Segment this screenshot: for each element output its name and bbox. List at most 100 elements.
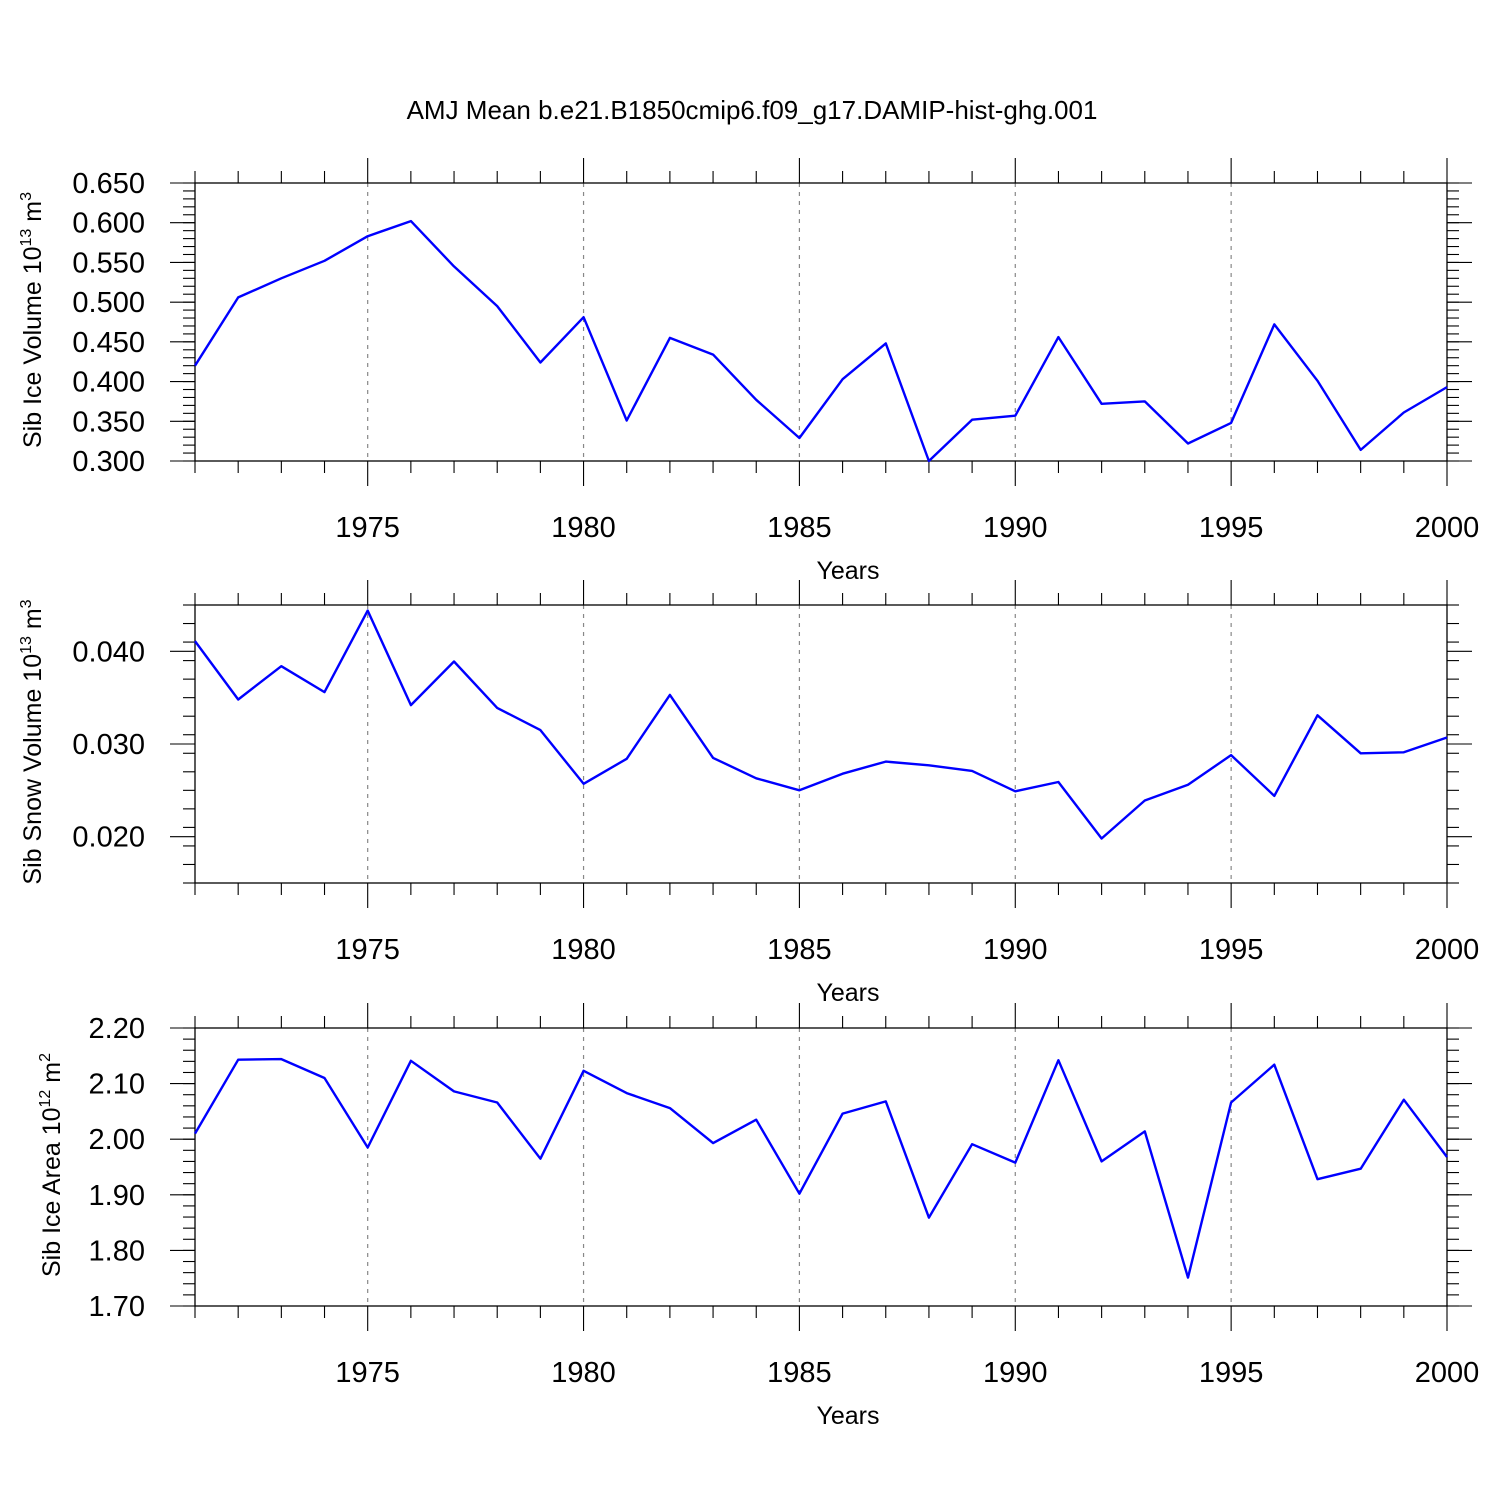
data-point-1997 xyxy=(1316,714,1318,716)
data-point-1975 xyxy=(366,235,368,237)
data-point-1973 xyxy=(280,1058,282,1060)
y-tick-label-0.550: 0.550 xyxy=(72,247,145,279)
data-point-1993 xyxy=(1144,400,1146,402)
y-tick-label-0.500: 0.500 xyxy=(72,287,145,319)
x-tick-label-1995: 1995 xyxy=(1199,934,1264,966)
data-point-1978 xyxy=(496,1101,498,1103)
panel-2: 1975 1980 1985 1990 1995 2000 0.020 0.030 0.040 Y… xyxy=(18,580,1479,1007)
data-point-1986 xyxy=(841,1112,843,1114)
data-point-1975 xyxy=(366,609,368,611)
data-point-1972 xyxy=(237,698,239,700)
data-point-1977 xyxy=(453,660,455,662)
data-point-1984 xyxy=(755,399,757,401)
x-tick-label-1980: 1980 xyxy=(551,512,616,544)
y-axis-label: Sib Ice Area 1012 m2 xyxy=(37,1053,66,1277)
y-tick-label-0.600: 0.600 xyxy=(72,208,145,240)
data-point-1977 xyxy=(453,1090,455,1092)
data-point-1991 xyxy=(1057,1059,1059,1061)
panel-3: 1975 1980 1985 1990 1995 2000 1.70 1.80 1.90 2.00… xyxy=(37,1003,1479,1430)
data-point-1999 xyxy=(1403,411,1405,413)
data-point-1998 xyxy=(1359,1167,1361,1169)
data-point-1991 xyxy=(1057,781,1059,783)
data-point-1973 xyxy=(280,277,282,279)
data-point-2000 xyxy=(1446,386,1448,388)
x-tick-label-2000: 2000 xyxy=(1415,934,1480,966)
data-point-1990 xyxy=(1014,1161,1016,1163)
data-point-1985 xyxy=(798,789,800,791)
data-point-1979 xyxy=(539,361,541,363)
x-tick-label-1980: 1980 xyxy=(551,1357,616,1389)
data-point-1995 xyxy=(1230,1101,1232,1103)
data-point-1985 xyxy=(798,1192,800,1194)
y-tick-label-2.00: 2.00 xyxy=(89,1124,145,1156)
data-point-1985 xyxy=(798,437,800,439)
x-axis-label: Years xyxy=(816,1402,879,1430)
panels: 1975 1980 1985 1990 1995 2000 0.300 0.350 0.400 0… xyxy=(18,158,1479,1430)
y-tick-label-0.400: 0.400 xyxy=(72,367,145,399)
data-point-1999 xyxy=(1403,751,1405,753)
x-tick-label-1985: 1985 xyxy=(767,934,832,966)
data-point-1984 xyxy=(755,777,757,779)
data-point-1996 xyxy=(1273,1063,1275,1065)
data-point-1989 xyxy=(971,1143,973,1145)
x-tick-label-1980: 1980 xyxy=(551,934,616,966)
y-tick-label-0.020: 0.020 xyxy=(72,822,145,854)
x-tick-label-2000: 2000 xyxy=(1415,512,1480,544)
y-tick-label-1.80: 1.80 xyxy=(89,1235,145,1267)
y-tick-label-0.040: 0.040 xyxy=(72,636,145,668)
data-point-1986 xyxy=(841,378,843,380)
data-point-1987 xyxy=(885,342,887,344)
data-point-1972 xyxy=(237,1058,239,1060)
data-point-1992 xyxy=(1100,403,1102,405)
data-point-1983 xyxy=(712,1142,714,1144)
data-point-1972 xyxy=(237,296,239,298)
x-tick-label-2000: 2000 xyxy=(1415,1357,1480,1389)
data-point-1997 xyxy=(1316,1178,1318,1180)
y-tick-label-2.20: 2.20 xyxy=(89,1013,145,1045)
x-tick-label-1985: 1985 xyxy=(767,512,832,544)
data-point-1998 xyxy=(1359,752,1361,754)
series-line-2 xyxy=(194,609,1448,840)
data-point-1971 xyxy=(194,640,196,642)
data-point-1982 xyxy=(669,337,671,339)
data-point-1999 xyxy=(1403,1099,1405,1101)
data-point-1978 xyxy=(496,707,498,709)
data-point-1975 xyxy=(366,1146,368,1148)
data-point-1989 xyxy=(971,418,973,420)
data-point-1974 xyxy=(323,691,325,693)
data-point-1994 xyxy=(1187,1276,1189,1278)
x-axis-label: Years xyxy=(816,979,879,1007)
data-point-1976 xyxy=(410,1060,412,1062)
data-point-1987 xyxy=(885,1100,887,1102)
plot-frame xyxy=(194,1027,1448,1307)
data-point-1990 xyxy=(1014,415,1016,417)
x-tick-label-1990: 1990 xyxy=(983,512,1048,544)
y-axis-label: Sib Ice Volume 1013 m3 xyxy=(18,192,47,448)
data-point-1995 xyxy=(1230,422,1232,424)
data-point-1990 xyxy=(1014,790,1016,792)
y-tick-label-0.300: 0.300 xyxy=(72,446,145,478)
data-point-1992 xyxy=(1100,837,1102,839)
data-point-1992 xyxy=(1100,1160,1102,1162)
data-point-1982 xyxy=(669,1107,671,1109)
data-point-1979 xyxy=(539,1157,541,1159)
data-point-1976 xyxy=(410,704,412,706)
x-tick-label-1975: 1975 xyxy=(335,512,400,544)
data-point-1988 xyxy=(928,460,930,462)
x-axis-label: Years xyxy=(816,557,879,585)
x-tick-label-1975: 1975 xyxy=(335,934,400,966)
data-point-1971 xyxy=(194,364,196,366)
x-tick-label-1995: 1995 xyxy=(1199,512,1264,544)
panel-1: 1975 1980 1985 1990 1995 2000 0.300 0.350 0.400 0… xyxy=(18,158,1479,585)
data-point-1996 xyxy=(1273,795,1275,797)
data-point-1997 xyxy=(1316,380,1318,382)
series-line-1 xyxy=(193,219,1448,463)
data-point-1986 xyxy=(841,772,843,774)
data-point-1998 xyxy=(1359,449,1361,451)
data-point-1976 xyxy=(410,220,412,222)
data-point-1979 xyxy=(539,729,541,731)
plot-frame xyxy=(194,604,1448,884)
data-point-1971 xyxy=(194,1132,196,1134)
